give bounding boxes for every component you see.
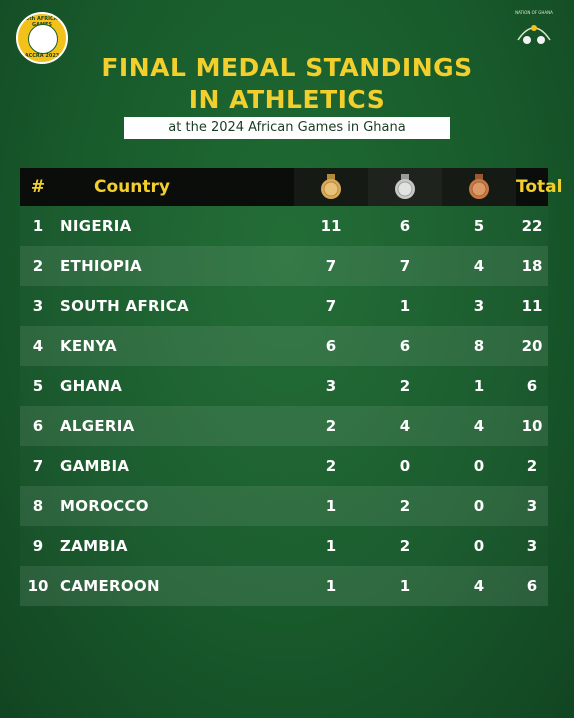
total-count-cell: 6 <box>526 377 538 395</box>
bronze-count-cell: 0 <box>473 497 485 515</box>
rank-header: # <box>30 177 46 197</box>
gold-count-cell: 11 <box>320 217 342 235</box>
rank-cell: 6 <box>32 417 44 435</box>
silver-count-cell: 1 <box>399 577 411 595</box>
table-row: 1 NIGERIA 11 6 5 22 <box>20 206 548 246</box>
title-line-2: IN ATHLETICS <box>188 85 386 114</box>
gold-count-cell: 1 <box>325 537 337 555</box>
country-cell: ALGERIA <box>60 417 135 435</box>
total-header: Total <box>516 177 563 197</box>
table-row: 4 KENYA 6 6 8 20 <box>20 326 548 366</box>
logo-bottom-text: ACCRA 2023 <box>24 53 60 59</box>
rank-cell: 8 <box>32 497 44 515</box>
rank-cell: 1 <box>32 217 44 235</box>
bronze-count-cell: 0 <box>473 457 485 475</box>
silver-count-cell: 2 <box>399 497 411 515</box>
bronze-count-cell: 1 <box>473 377 485 395</box>
silver-header <box>368 168 442 206</box>
country-cell: ZAMBIA <box>60 537 128 555</box>
silver-count-cell: 4 <box>399 417 411 435</box>
bronze-header <box>442 168 516 206</box>
table-row: 6 ALGERIA 2 4 4 10 <box>20 406 548 446</box>
silver-count-cell: 0 <box>399 457 411 475</box>
rank-cell: 7 <box>32 457 44 475</box>
country-cell: MOROCCO <box>60 497 149 515</box>
ministry-emblem-icon <box>517 25 551 44</box>
subtitle-banner: at the 2024 African Games in Ghana <box>124 117 450 139</box>
country-cell: KENYA <box>60 337 117 355</box>
total-count-cell: 10 <box>521 417 543 435</box>
table-row: 3 SOUTH AFRICA 7 1 3 11 <box>20 286 548 326</box>
country-cell: CAMEROON <box>60 577 160 595</box>
table-row: 5 GHANA 3 2 1 6 <box>20 366 548 406</box>
medal-table: # Country <box>20 168 563 606</box>
bronze-medal-icon <box>469 174 489 199</box>
total-count-cell: 3 <box>526 497 538 515</box>
silver-count-cell: 2 <box>399 377 411 395</box>
country-cell: ETHIOPIA <box>60 257 142 275</box>
total-count-cell: 6 <box>526 577 538 595</box>
rank-cell: 9 <box>32 537 44 555</box>
gold-count-cell: 6 <box>325 337 337 355</box>
country-cell: NIGERIA <box>60 217 132 235</box>
country-cell: SOUTH AFRICA <box>60 297 189 315</box>
total-count-cell: 18 <box>521 257 543 275</box>
rank-cell: 10 <box>27 577 49 595</box>
rank-cell: 4 <box>32 337 44 355</box>
bronze-count-cell: 4 <box>473 257 485 275</box>
medal-table-body: 1 NIGERIA 11 6 5 22 2 ETHIOPIA 7 7 4 18 3 SOUTH AFRIC… <box>20 206 548 606</box>
gold-count-cell: 1 <box>325 497 337 515</box>
table-row: 8 MOROCCO 1 2 0 3 <box>20 486 548 526</box>
table-row: 9 ZAMBIA 1 2 0 3 <box>20 526 548 566</box>
bronze-count-cell: 5 <box>473 217 485 235</box>
african-games-logo: 13th AFRICAN GAMES ACCRA 2023 <box>16 12 68 64</box>
silver-count-cell: 6 <box>399 337 411 355</box>
bronze-count-cell: 3 <box>473 297 485 315</box>
gold-count-cell: 7 <box>325 297 337 315</box>
rank-cell: 5 <box>32 377 44 395</box>
total-count-cell: 2 <box>526 457 538 475</box>
page-title: FINAL MEDAL STANDINGS IN ATHLETICS <box>0 52 574 116</box>
rank-cell: 2 <box>32 257 44 275</box>
table-row: 2 ETHIOPIA 7 7 4 18 <box>20 246 548 286</box>
gold-count-cell: 2 <box>325 417 337 435</box>
total-count-cell: 3 <box>526 537 538 555</box>
gold-count-cell: 1 <box>325 577 337 595</box>
logo-emblem <box>28 24 58 54</box>
total-count-cell: 20 <box>521 337 543 355</box>
table-row: 7 GAMBIA 2 0 0 2 <box>20 446 548 486</box>
country-cell: GAMBIA <box>60 457 130 475</box>
ministry-logo: NATION OF GHANA <box>512 10 556 50</box>
table-header-row: # Country <box>20 168 563 206</box>
title-line-1: FINAL MEDAL STANDINGS <box>101 53 473 82</box>
rank-cell: 3 <box>32 297 44 315</box>
silver-count-cell: 6 <box>399 217 411 235</box>
gold-medal-icon <box>321 174 341 199</box>
bronze-count-cell: 8 <box>473 337 485 355</box>
bronze-count-cell: 4 <box>473 577 485 595</box>
bronze-count-cell: 0 <box>473 537 485 555</box>
country-header: Country <box>94 177 170 197</box>
total-count-cell: 11 <box>521 297 543 315</box>
bronze-count-cell: 4 <box>473 417 485 435</box>
ministry-logo-text: NATION OF GHANA <box>515 10 553 15</box>
total-count-cell: 22 <box>521 217 543 235</box>
gold-count-cell: 7 <box>325 257 337 275</box>
silver-medal-icon <box>395 174 415 199</box>
table-row: 10 CAMEROON 1 1 4 6 <box>20 566 548 606</box>
gold-count-cell: 3 <box>325 377 337 395</box>
silver-count-cell: 2 <box>399 537 411 555</box>
country-cell: GHANA <box>60 377 123 395</box>
gold-count-cell: 2 <box>325 457 337 475</box>
silver-count-cell: 7 <box>399 257 411 275</box>
gold-header <box>294 168 368 206</box>
silver-count-cell: 1 <box>399 297 411 315</box>
